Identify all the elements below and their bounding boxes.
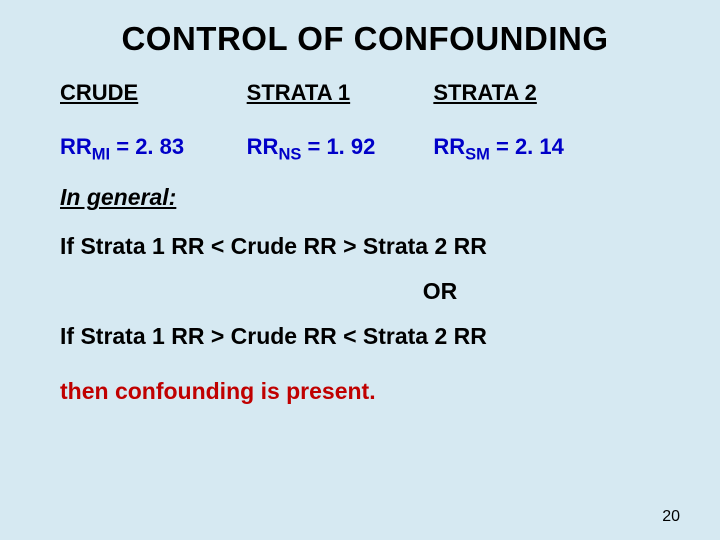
- rr-sm: RRSM = 2. 14: [433, 134, 620, 164]
- col-header-strata1: STRATA 1: [247, 80, 434, 106]
- col-strata2: STRATA 2: [433, 80, 620, 122]
- page-number: 20: [662, 508, 680, 526]
- rr-ns: RRNS = 1. 92: [247, 134, 434, 164]
- col-strata1: STRATA 1: [247, 80, 434, 122]
- rr-mi: RRMI = 2. 83: [60, 134, 247, 164]
- conclusion: then confounding is present.: [60, 378, 670, 405]
- col-strata1-value: RRNS = 1. 92: [247, 134, 434, 164]
- col-strata2-value: RRSM = 2. 14: [433, 134, 620, 164]
- columns-row-headers: CRUDE STRATA 1 STRATA 2: [60, 80, 670, 122]
- col-crude: CRUDE: [60, 80, 247, 122]
- slide-title: CONTROL OF CONFOUNDING: [60, 20, 670, 58]
- col-crude-value: RRMI = 2. 83: [60, 134, 247, 164]
- columns-row-values: RRMI = 2. 83 RRNS = 1. 92 RRSM = 2. 14: [60, 134, 670, 164]
- col-header-strata2: STRATA 2: [433, 80, 620, 106]
- col-header-crude: CRUDE: [60, 80, 247, 106]
- in-general-label: In general:: [60, 184, 670, 211]
- slide: CONTROL OF CONFOUNDING CRUDE STRATA 1 ST…: [0, 0, 720, 540]
- or-label: OR: [60, 278, 670, 305]
- rule-1: If Strata 1 RR < Crude RR > Strata 2 RR: [60, 233, 670, 260]
- rule-2: If Strata 1 RR > Crude RR < Strata 2 RR: [60, 323, 670, 350]
